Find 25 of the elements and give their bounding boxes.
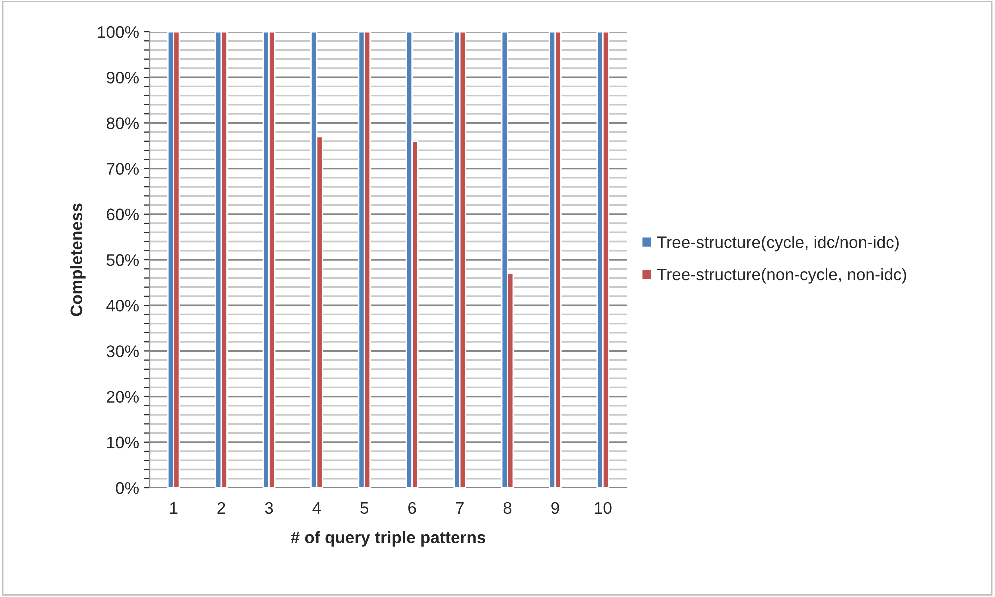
y-axis-title: Completeness (70, 204, 86, 316)
x-tick-label: 6 (408, 502, 416, 514)
x-tick-label: 10 (595, 502, 612, 514)
y-tick-label: 10% (107, 436, 139, 449)
x-tick-label: 7 (456, 502, 464, 514)
y-tick-label: 60% (107, 208, 139, 221)
x-tick-label: 1 (170, 502, 178, 514)
x-tick-label: 2 (218, 502, 226, 514)
y-tick-label: 50% (106, 254, 139, 266)
y-tick-label: 40% (106, 300, 139, 312)
y-tick-label: 20% (107, 391, 139, 404)
y-tick-label: 30% (106, 346, 139, 358)
x-tick-label: 8 (504, 502, 512, 514)
x-tick-label: 4 (312, 502, 322, 514)
x-tick-label: 3 (265, 502, 274, 514)
y-tick-label: 0% (116, 482, 139, 494)
x-tick-label: 9 (552, 502, 560, 514)
y-tick-label: 80% (106, 118, 139, 130)
legend-label: Tree-structure(non-cycle, non-idc) (657, 268, 906, 284)
x-axis-title: # of query triple patterns (291, 531, 486, 547)
y-tick-label: 90% (107, 72, 139, 84)
legend-label: Tree-structure(cycle, idc/non-idc) (657, 236, 899, 252)
y-tick-label: 100% (98, 26, 139, 38)
y-tick-label: 70% (107, 163, 139, 176)
x-tick-label: 5 (360, 502, 369, 514)
